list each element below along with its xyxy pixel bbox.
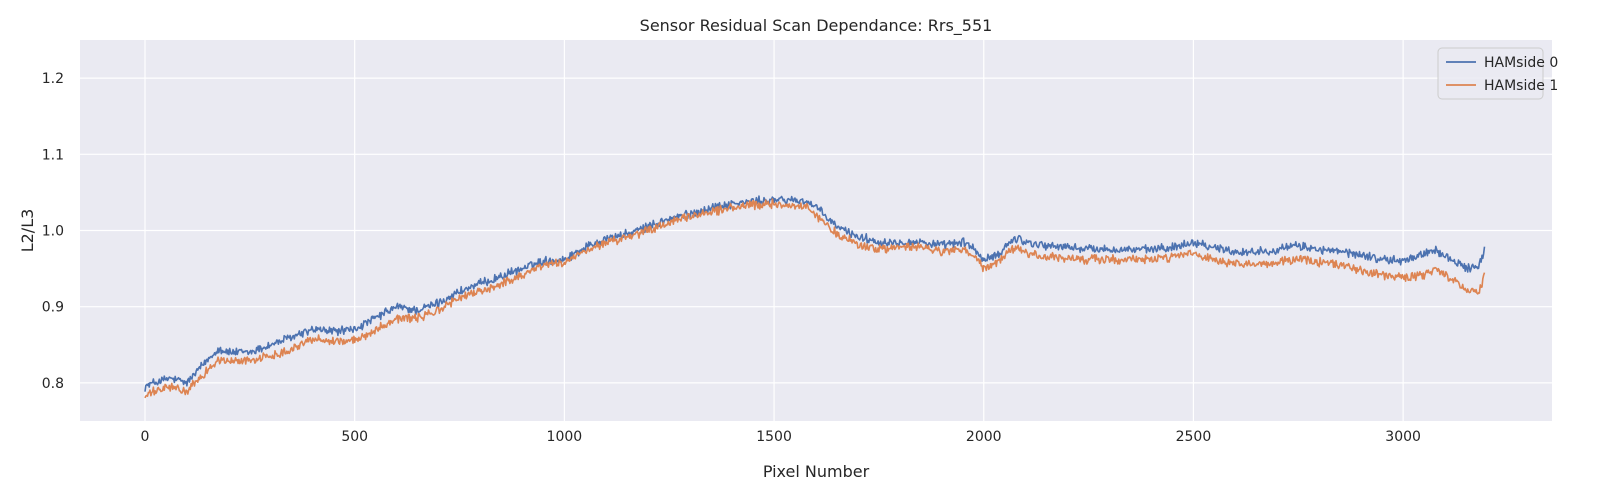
- x-tick-label: 500: [341, 429, 368, 445]
- x-tick-label: 3000: [1385, 429, 1421, 445]
- series-layer: [144, 195, 1486, 399]
- x-tick-label: 1000: [547, 429, 583, 445]
- legend-label-hamside-1: HAMside 1: [1484, 78, 1558, 94]
- y-tick-label: 1.1: [42, 147, 64, 163]
- legend-box: [1437, 47, 1544, 100]
- y-tick-labels: 0.8 0.9 1.0 1.1 1.2: [42, 71, 64, 392]
- y-axis-label: L2/L3: [18, 209, 37, 253]
- x-tick-label: 2500: [1176, 429, 1212, 445]
- series-line-hamside-1: [144, 198, 1486, 399]
- y-tick-label: 0.9: [42, 300, 64, 316]
- x-axis-label: Pixel Number: [763, 462, 870, 481]
- y-tick-label: 1.2: [42, 71, 64, 87]
- legend-label-hamside-0: HAMside 0: [1484, 55, 1558, 71]
- chart-title: Sensor Residual Scan Dependance: Rrs_551: [640, 16, 993, 36]
- x-tick-label: 0: [141, 429, 150, 445]
- series-line-hamside-0: [144, 195, 1486, 392]
- y-tick-label: 1.0: [42, 224, 64, 240]
- legend: HAMside 0 HAMside 1: [1437, 47, 1558, 100]
- x-tick-labels: 0 500 1000 1500 2000 2500 3000: [141, 429, 1421, 445]
- x-tick-label: 1500: [756, 429, 792, 445]
- x-tick-label: 2000: [966, 429, 1002, 445]
- y-tick-label: 0.8: [42, 376, 64, 392]
- grid: [80, 40, 1552, 421]
